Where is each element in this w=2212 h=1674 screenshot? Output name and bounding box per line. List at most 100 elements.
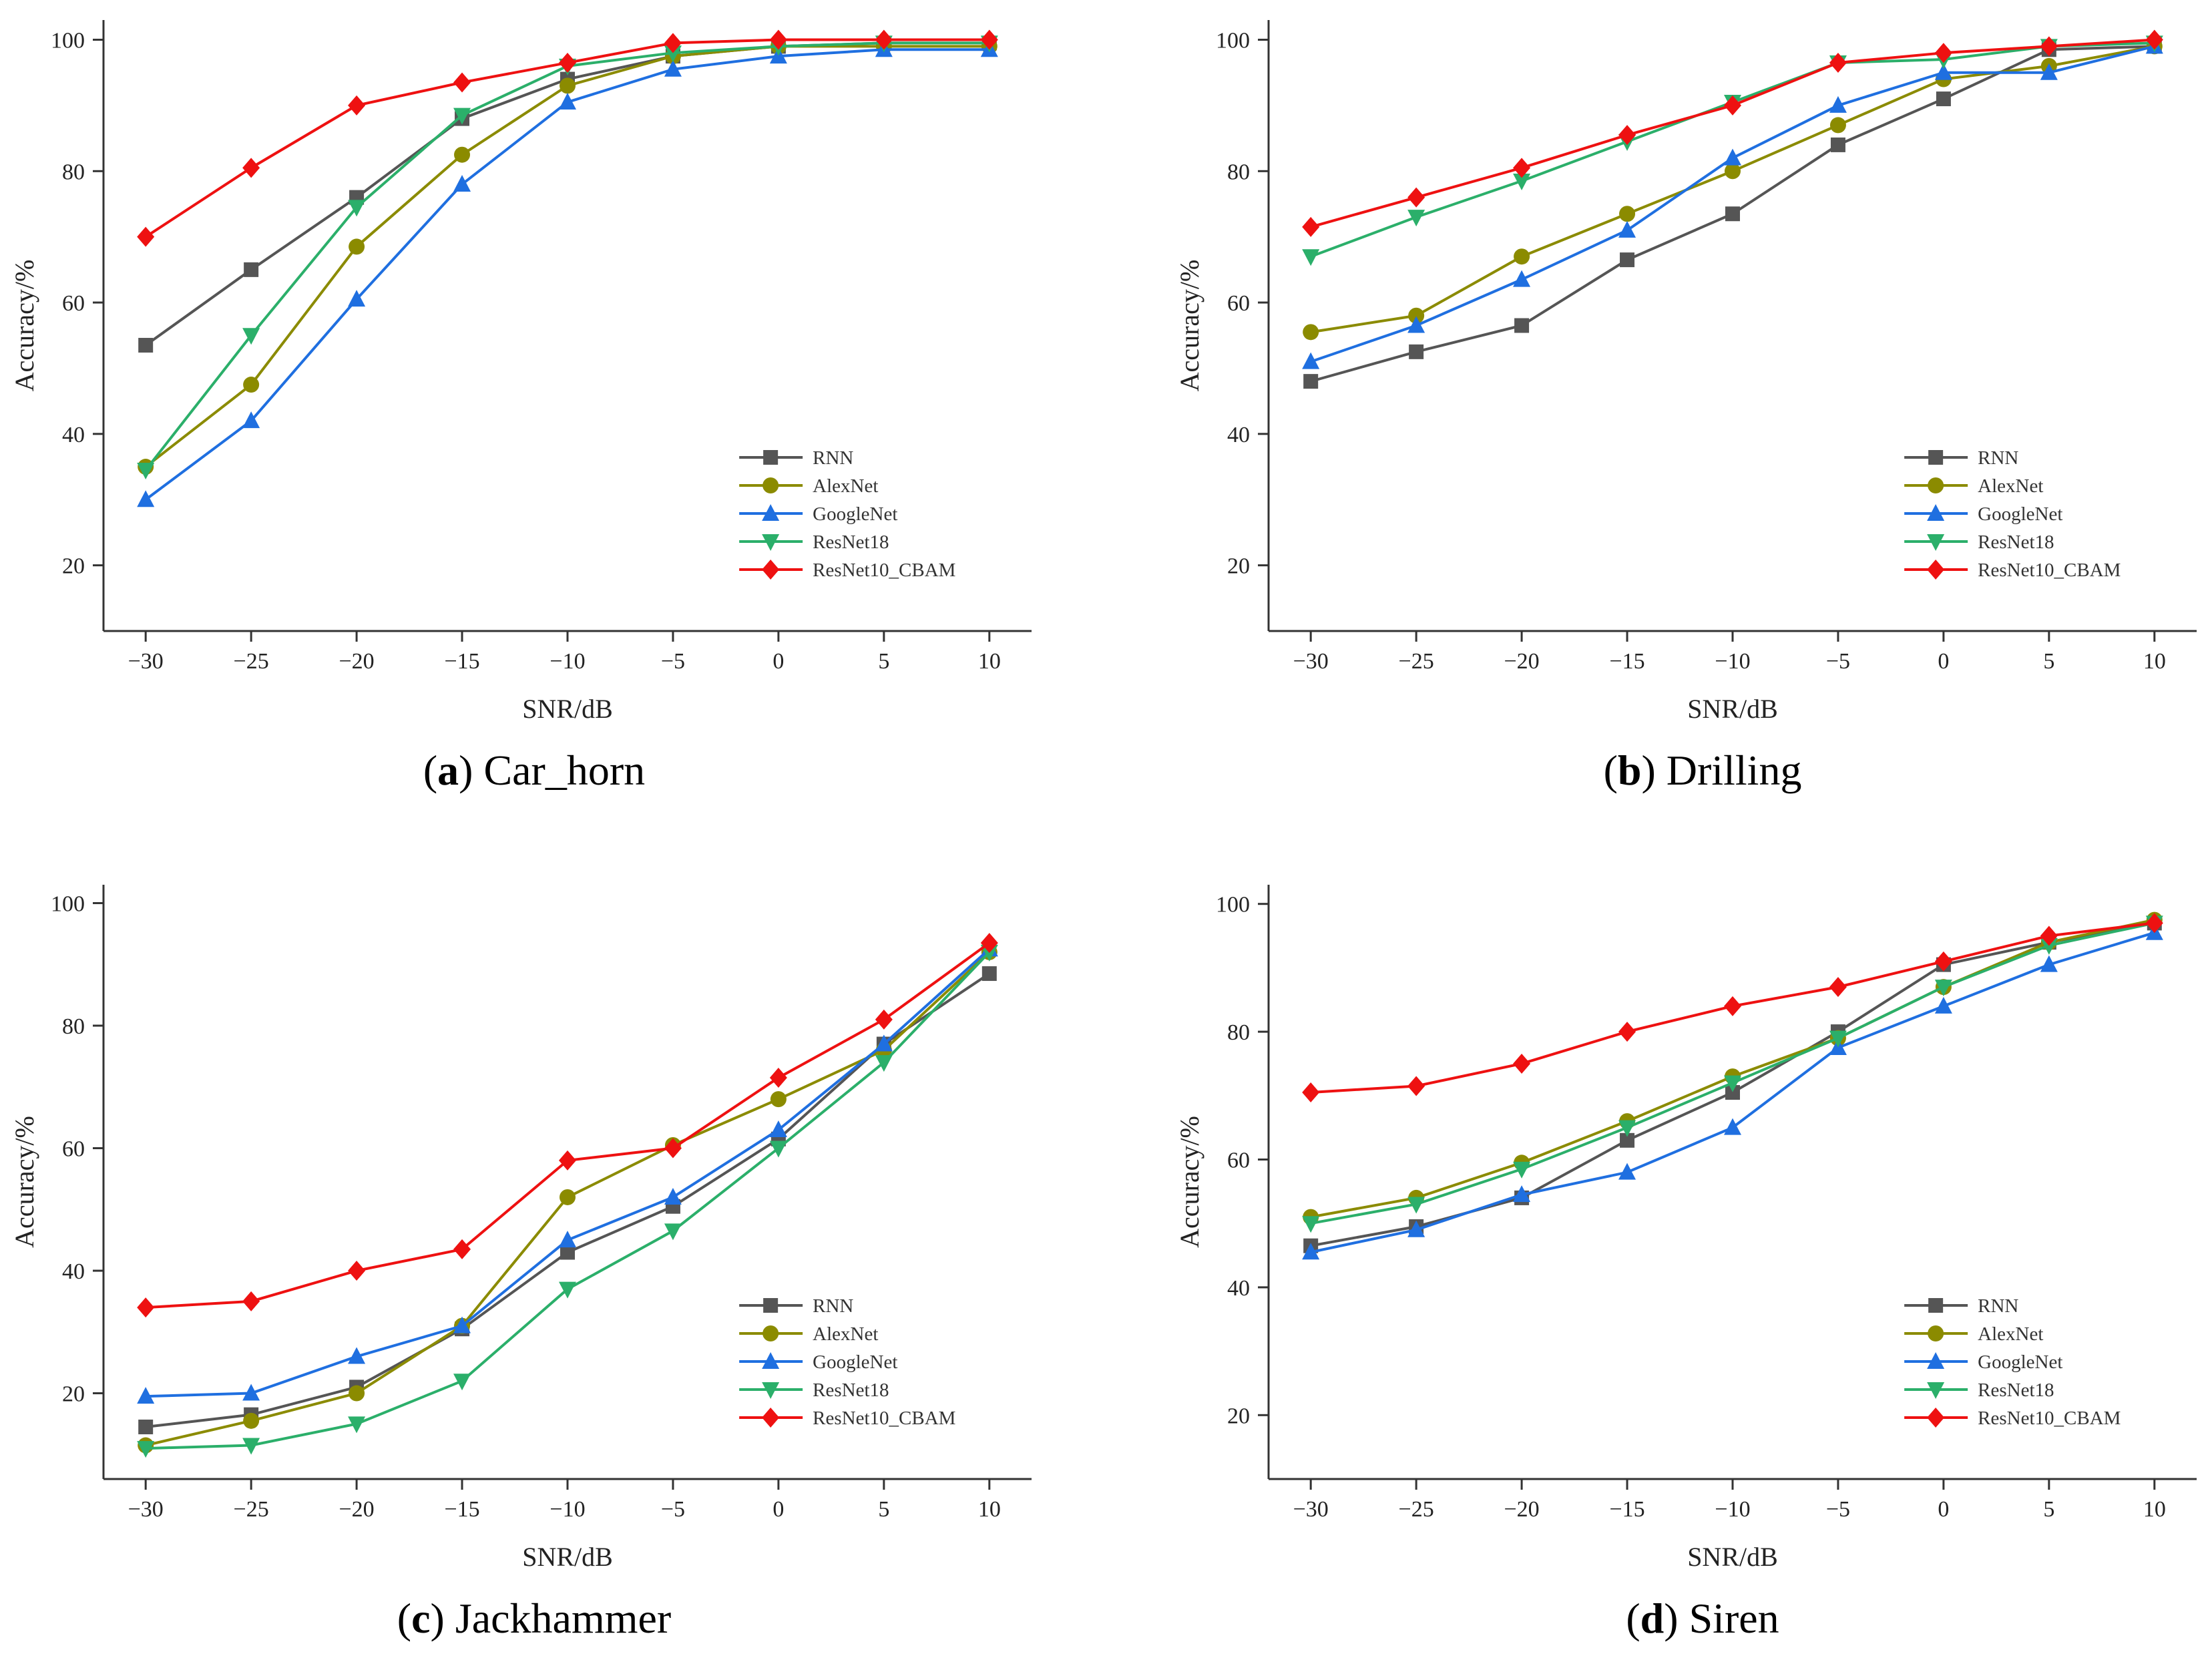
y-tick-label: 60 — [62, 1137, 85, 1162]
data-point — [875, 29, 893, 50]
x-tick-label: 0 — [1938, 1497, 1949, 1522]
data-point — [1934, 63, 1952, 80]
data-point — [348, 95, 366, 116]
data-point — [875, 1055, 893, 1072]
caption-open-paren: ( — [1604, 747, 1618, 794]
data-point — [2040, 937, 2058, 955]
legend-item: ResNet10_CBAM — [739, 560, 955, 581]
legend-label: ResNet18 — [813, 1380, 889, 1401]
y-tick-label: 60 — [1227, 1148, 1250, 1173]
legend-marker — [762, 534, 780, 551]
data-point — [1302, 1243, 1320, 1260]
data-point — [875, 1034, 893, 1052]
caption-open-paren: ( — [423, 747, 437, 794]
x-tick-label: −30 — [1293, 1497, 1329, 1522]
data-point — [453, 1374, 471, 1391]
y-axis-title: Accuracy/% — [9, 260, 39, 392]
y-tick-label: 40 — [62, 1259, 85, 1284]
x-tick-label: −15 — [444, 1497, 479, 1522]
chart-panel-c: −30 −25 −20 −15 −10 −5 0 5 10 20 40 60 80 100 SNR/dB Ac… — [9, 885, 1032, 1642]
data-point — [1724, 148, 1741, 166]
data-point — [1725, 1085, 1740, 1100]
legend-marker — [762, 560, 780, 580]
data-point — [243, 1412, 260, 1429]
data-point — [1725, 206, 1740, 222]
panel-caption: (d) Siren — [1626, 1595, 1779, 1642]
legend-label: AlexNet — [1978, 475, 2043, 497]
data-point — [1618, 1022, 1636, 1042]
x-tick-label: 0 — [772, 649, 784, 674]
data-point — [137, 1441, 155, 1458]
y-axis-title: Accuracy/% — [1174, 1116, 1204, 1248]
data-point — [1934, 951, 1952, 972]
y-tick-label: 40 — [1227, 423, 1250, 447]
series-line — [1310, 45, 2155, 334]
x-tick-label: −20 — [1504, 1497, 1539, 1522]
x-tick-label: −15 — [444, 649, 479, 674]
data-point — [560, 77, 576, 94]
data-point — [137, 1297, 155, 1318]
x-axis-title: SNR/dB — [522, 694, 613, 724]
caption-letter: b — [1618, 747, 1642, 794]
legend-label: ResNet18 — [1978, 532, 2054, 553]
data-point — [980, 933, 998, 954]
x-tick-label: −25 — [234, 649, 269, 674]
data-point — [769, 29, 787, 50]
data-point — [560, 1245, 575, 1260]
legend: RNN AlexNet GoogleNet ResNet18 ResNet10_CBAM — [739, 1295, 955, 1429]
caption-open-paren: ( — [397, 1595, 411, 1642]
data-point — [1302, 249, 1320, 266]
legend-marker — [762, 1382, 780, 1399]
x-tick-label: −5 — [1826, 1497, 1850, 1522]
data-point — [2040, 36, 2058, 57]
data-point — [242, 1384, 260, 1401]
x-tick-label: −30 — [128, 1497, 164, 1522]
caption-close-paren: ) — [459, 747, 483, 794]
caption-letter: d — [1640, 1595, 1665, 1642]
legend: RNN AlexNet GoogleNet ResNet18 ResNet10_CBAM — [739, 447, 955, 581]
y-tick-label: 20 — [1227, 1404, 1250, 1428]
legend-label: ResNet10_CBAM — [813, 560, 955, 581]
data-point — [664, 1187, 682, 1205]
legend-label: GoogleNet — [1978, 503, 2062, 525]
data-point — [1513, 158, 1531, 178]
legend-item: GoogleNet — [739, 503, 897, 525]
legend-label: GoogleNet — [813, 503, 897, 525]
x-tick-label: −20 — [1504, 649, 1539, 674]
y-axis-title: Accuracy/% — [9, 1116, 39, 1248]
x-tick-label: −30 — [1293, 649, 1329, 674]
legend-label: GoogleNet — [1978, 1351, 2062, 1373]
data-point — [349, 238, 365, 255]
legend-label: AlexNet — [813, 1323, 878, 1345]
y-tick-label: 20 — [62, 1382, 85, 1407]
legend-item: ResNet10_CBAM — [1904, 1408, 2121, 1429]
legend-marker — [762, 477, 779, 493]
data-point — [664, 1223, 682, 1241]
x-tick-label: −15 — [1609, 1497, 1644, 1522]
y-tick-label: 100 — [1216, 893, 1250, 917]
x-tick-label: 5 — [2043, 1497, 2054, 1522]
series-alexnet — [1303, 911, 2163, 1225]
data-point — [137, 1387, 155, 1404]
series-alexnet — [138, 944, 998, 1454]
legend: RNN AlexNet GoogleNet ResNet18 ResNet10_CBAM — [1904, 447, 2121, 581]
caption-close-paren: ) — [431, 1595, 455, 1642]
x-tick-label: 10 — [2143, 649, 2166, 674]
data-point — [242, 411, 260, 429]
legend-item: GoogleNet — [1904, 503, 2062, 525]
legend-label: ResNet10_CBAM — [1978, 560, 2121, 581]
y-tick-label: 80 — [62, 160, 85, 184]
data-point — [1302, 216, 1320, 237]
data-point — [1407, 210, 1425, 227]
data-point — [453, 108, 471, 125]
legend-marker — [1927, 504, 1945, 521]
x-tick-label: −25 — [234, 1497, 269, 1522]
data-point — [1514, 248, 1530, 265]
legend-item: RNN — [739, 447, 853, 469]
data-point — [244, 262, 259, 277]
data-point — [453, 174, 471, 192]
data-point — [1724, 1118, 1741, 1135]
data-point — [1829, 1030, 1847, 1048]
data-point — [769, 1068, 787, 1088]
